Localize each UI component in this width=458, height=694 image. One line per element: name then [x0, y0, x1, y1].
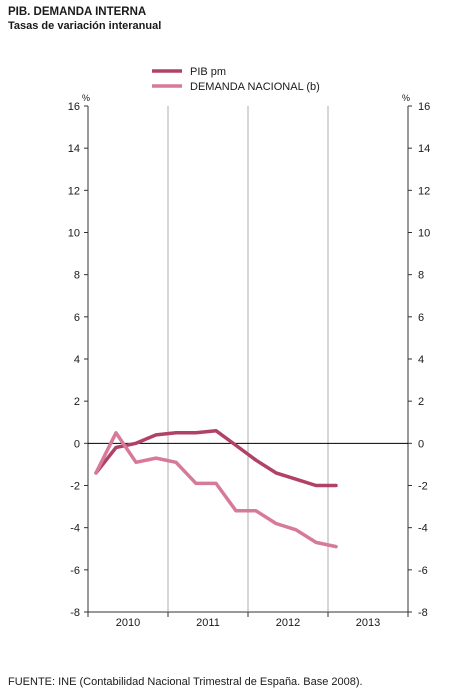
y-tick-label-left: -8	[70, 607, 80, 619]
year-gridlines	[87, 106, 409, 617]
y-tick-label-right: 2	[418, 396, 424, 408]
y-tick-label-left: 16	[68, 101, 80, 113]
x-tick-label: 2010	[116, 617, 140, 629]
y-tick-label-left: 8	[74, 270, 80, 282]
y-tick-label-right: 14	[418, 143, 430, 155]
y-tick-label-right: 6	[418, 312, 424, 324]
y-tick-label-left: 14	[68, 143, 80, 155]
chart-subtitle: Tasas de variación interanual	[8, 20, 162, 32]
y-tick-label-left: -6	[70, 565, 80, 577]
x-tick-label: 2012	[276, 617, 300, 629]
legend: PIB pm DEMANDA NACIONAL (b)	[152, 66, 320, 93]
y-tick-label-right: -6	[418, 565, 428, 577]
y-tick-label-right: 8	[418, 270, 424, 282]
series	[94, 428, 338, 549]
y-tick-label-right: 0	[418, 438, 424, 450]
x-tick-label: 2013	[356, 617, 380, 629]
y-tick-label-left: 2	[74, 396, 80, 408]
y-unit-left: %	[82, 93, 90, 103]
y-tick-label-right: -2	[418, 481, 428, 493]
y-axis-right: -8 -6 -4 -2 0 2 4 6 8 10 12 14 16	[408, 101, 430, 619]
y-tick-label-right: 4	[418, 354, 424, 366]
legend-label-demanda: DEMANDA NACIONAL (b)	[190, 81, 320, 93]
source-note: FUENTE: INE (Contabilidad Nacional Trime…	[8, 676, 363, 688]
y-unit-right: %	[402, 93, 410, 103]
x-axis: 2010 2011 2012 2013	[116, 617, 380, 629]
y-tick-label-left: 6	[74, 312, 80, 324]
y-tick-label-left: -4	[70, 523, 80, 535]
y-tick-label-left: 0	[74, 438, 80, 450]
y-tick-label-right: 10	[418, 228, 430, 240]
y-tick-label-right: 12	[418, 185, 430, 197]
y-tick-label-left: 4	[74, 354, 80, 366]
y-tick-label-right: 16	[418, 101, 430, 113]
y-tick-label-left: 12	[68, 185, 80, 197]
series-line-demanda	[94, 431, 338, 549]
legend-label-pib: PIB pm	[190, 66, 226, 78]
y-tick-label-left: -2	[70, 481, 80, 493]
y-tick-label-left: 10	[68, 228, 80, 240]
y-axis-left: -8 -6 -4 -2 0 2 4 6 8 10 12 14 16	[68, 101, 88, 619]
y-tick-label-right: -8	[418, 607, 428, 619]
series-line-pib	[94, 428, 338, 488]
chart-title: PIB. DEMANDA INTERNA	[8, 6, 147, 18]
x-tick-label: 2011	[196, 617, 220, 629]
y-tick-label-right: -4	[418, 523, 428, 535]
